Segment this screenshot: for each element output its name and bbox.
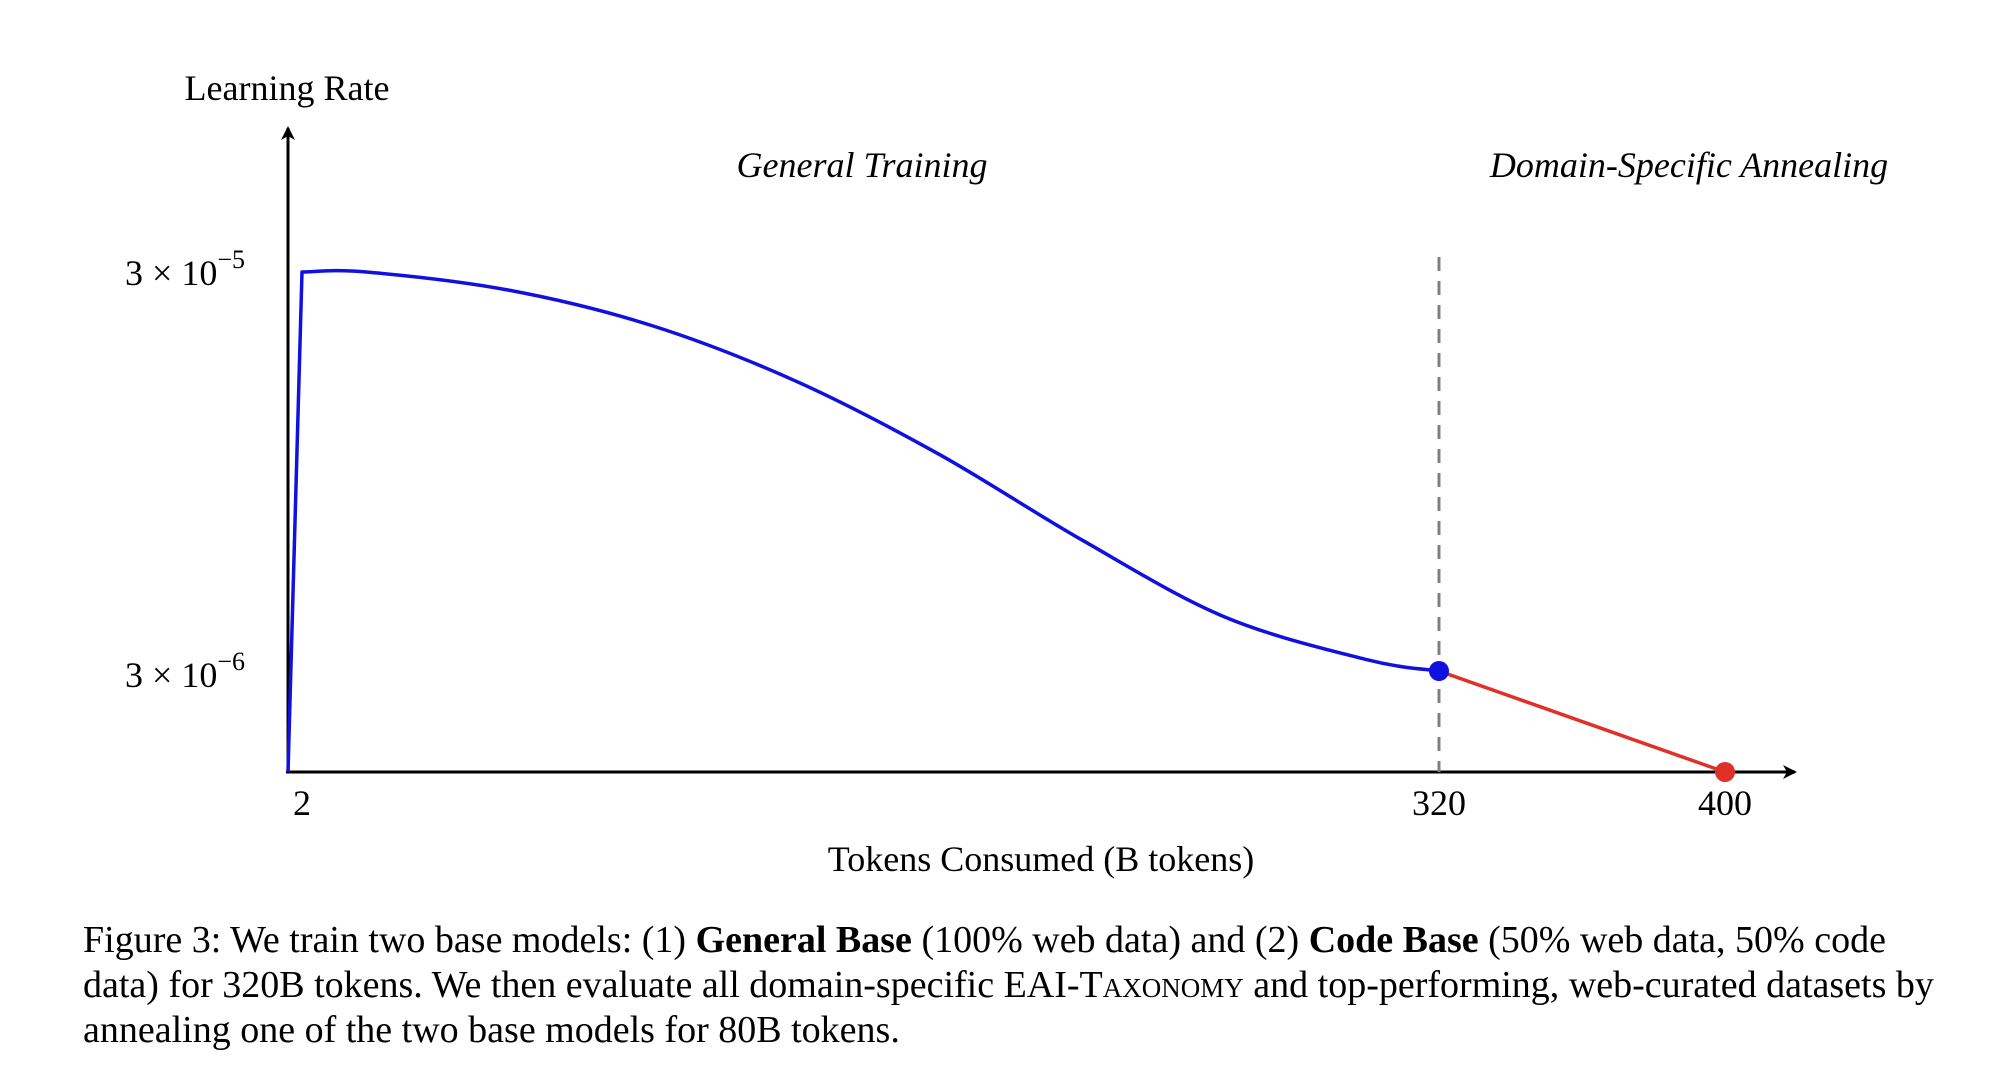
region-label-domain-specific-annealing: Domain-Specific Annealing	[1489, 145, 1888, 185]
figure-caption: Figure 3: We train two base models: (1) …	[83, 919, 1934, 1051]
caption-code-base: Code Base	[1308, 919, 1479, 961]
x-tick-label: 400	[1698, 783, 1752, 823]
x-tick-label: 2	[293, 783, 311, 823]
y-axis-label: Learning Rate	[185, 68, 390, 108]
x-tick-label: 320	[1412, 783, 1466, 823]
marker-end-general-training	[1429, 661, 1449, 681]
caption-taxonomy: EAI-Taxonomy	[1003, 964, 1244, 1006]
region-label-general-training: General Training	[736, 145, 987, 185]
marker-end-annealing	[1715, 762, 1735, 782]
learning-rate-chart: Learning Rate Tokens Consumed (B tokens)…	[125, 68, 1888, 879]
y-tick-label: 3 × 10−5	[125, 245, 245, 293]
series-line-general-training	[286, 268, 1440, 773]
series-line-annealing	[1438, 669, 1726, 774]
caption-general-base: General Base	[695, 919, 912, 961]
x-axis-label: Tokens Consumed (B tokens)	[828, 839, 1254, 879]
y-tick-label: 3 × 10−6	[125, 647, 245, 695]
